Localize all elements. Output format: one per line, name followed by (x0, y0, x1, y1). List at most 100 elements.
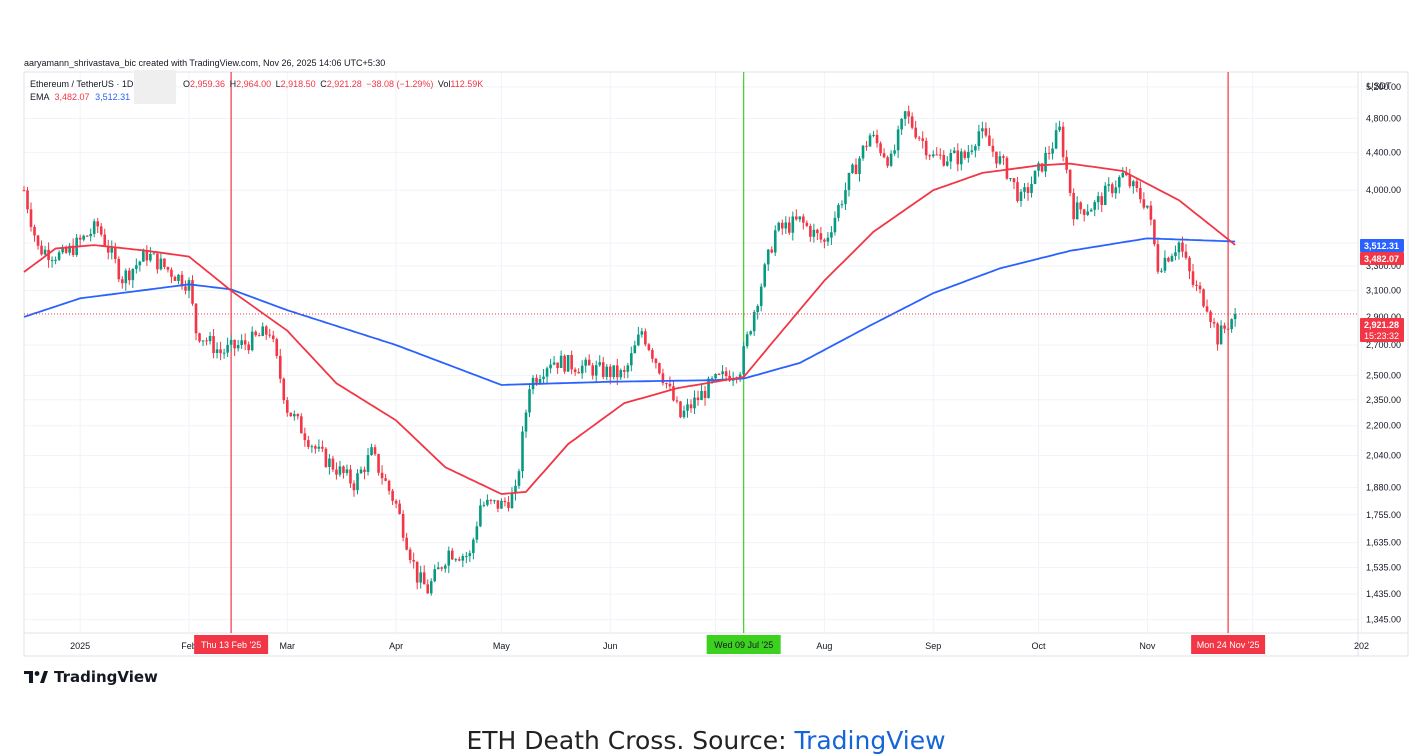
candle-body (1009, 178, 1012, 180)
y-tick-label: 4,800.00 (1366, 113, 1401, 123)
candle-body (654, 358, 658, 364)
candle-body (644, 331, 647, 345)
candle-body (879, 143, 882, 154)
candle-body (594, 365, 598, 376)
candle-body (977, 131, 981, 147)
caption-text: ETH Death Cross. Source: (466, 726, 795, 755)
candle-body (1019, 191, 1023, 202)
candle-body (380, 472, 384, 479)
candle-body (54, 259, 57, 261)
candle-body (938, 154, 942, 156)
candle-body (163, 258, 166, 268)
candle-body (524, 412, 528, 432)
candle-body (573, 369, 577, 373)
candle-body (135, 265, 138, 269)
candle-body (598, 362, 602, 366)
candle-body (1146, 205, 1149, 208)
caption-source-link[interactable]: TradingView (794, 726, 946, 755)
candle-body (1061, 126, 1065, 158)
candle-body (496, 500, 500, 509)
candle-body (247, 344, 250, 351)
candle-body (138, 261, 142, 266)
candle-body (721, 371, 724, 375)
candle-body (486, 499, 489, 505)
candle-body (738, 374, 742, 379)
candle-body (742, 346, 745, 375)
candle-body (903, 111, 907, 119)
candle-body (205, 340, 208, 342)
candle-body (1209, 311, 1212, 322)
candle-body (1184, 251, 1188, 258)
candle-body (1075, 202, 1079, 220)
candle-body (1170, 256, 1174, 262)
y-tick-label: 1,345.00 (1366, 615, 1401, 625)
candle-body (173, 276, 177, 281)
candle-body (1160, 270, 1163, 272)
candle-body (103, 234, 107, 246)
price-axis[interactable]: USDT 5,200.00 4,800.00 4,400.00 4,000.00 3,5… (1366, 81, 1401, 625)
candle-body (896, 129, 900, 151)
candle-body (233, 339, 236, 349)
event-tags: Thu 13 Feb '25 Wed 09 Jul '25 Mon 24 Nov '… (194, 635, 1266, 654)
candle-body (1016, 182, 1019, 202)
candle-body (1233, 314, 1237, 320)
candle-body (1079, 202, 1082, 210)
candle-body (85, 235, 89, 237)
candle-body (278, 355, 282, 379)
tradingview-watermark[interactable]: TradingView (24, 668, 158, 686)
candle-body (763, 264, 767, 287)
candle-body (872, 134, 875, 136)
candle-body (89, 233, 92, 237)
candle-body (1139, 187, 1142, 200)
candle-body (387, 480, 391, 491)
candle-body (275, 339, 279, 356)
candle-body (324, 448, 328, 467)
candle-body (837, 205, 840, 218)
candle-body (300, 416, 303, 434)
figure-caption: ETH Death Cross. Source: TradingView (0, 726, 1412, 755)
candle-body (647, 344, 651, 351)
legend-redacted (134, 70, 176, 104)
candle-body (549, 364, 552, 369)
candle-body (995, 151, 998, 164)
candle-body (1226, 328, 1230, 330)
candle-body (521, 431, 524, 472)
candle-body (359, 469, 363, 474)
ohlc-readout: O2,959.36 H2,964.00 L2,918.50 C2,921.28 … (183, 79, 483, 89)
candle-body (1195, 284, 1198, 286)
candle-body (208, 336, 212, 342)
candle-body (57, 252, 61, 260)
candle-body (591, 365, 595, 376)
candle-body (658, 363, 661, 374)
candle-body (559, 355, 563, 369)
candle-body (436, 567, 440, 570)
candle-body (377, 454, 380, 473)
candle-body (363, 469, 366, 472)
candle-body (482, 504, 486, 506)
candle-body (26, 190, 29, 210)
candle-body (686, 404, 689, 411)
candle-body (819, 233, 823, 240)
candle-body (770, 249, 774, 253)
candle-body (945, 161, 949, 166)
candle-body (198, 333, 201, 342)
candle-body (728, 375, 731, 381)
candle-body (61, 248, 64, 253)
candle-body (840, 204, 844, 206)
candle-body (984, 128, 988, 136)
candle-body (415, 561, 419, 583)
candle-body (106, 245, 110, 253)
candle-body (1047, 152, 1051, 154)
candle-body (633, 345, 637, 354)
candle-body (222, 352, 226, 354)
candle-body (795, 216, 798, 220)
candle-body (68, 245, 71, 253)
candle-body (447, 550, 451, 566)
candle-body (981, 128, 984, 132)
candle-body (142, 250, 145, 262)
candle-body (22, 190, 26, 192)
candle-body (784, 222, 788, 229)
candle-body (43, 249, 47, 255)
candle-body (166, 267, 170, 270)
